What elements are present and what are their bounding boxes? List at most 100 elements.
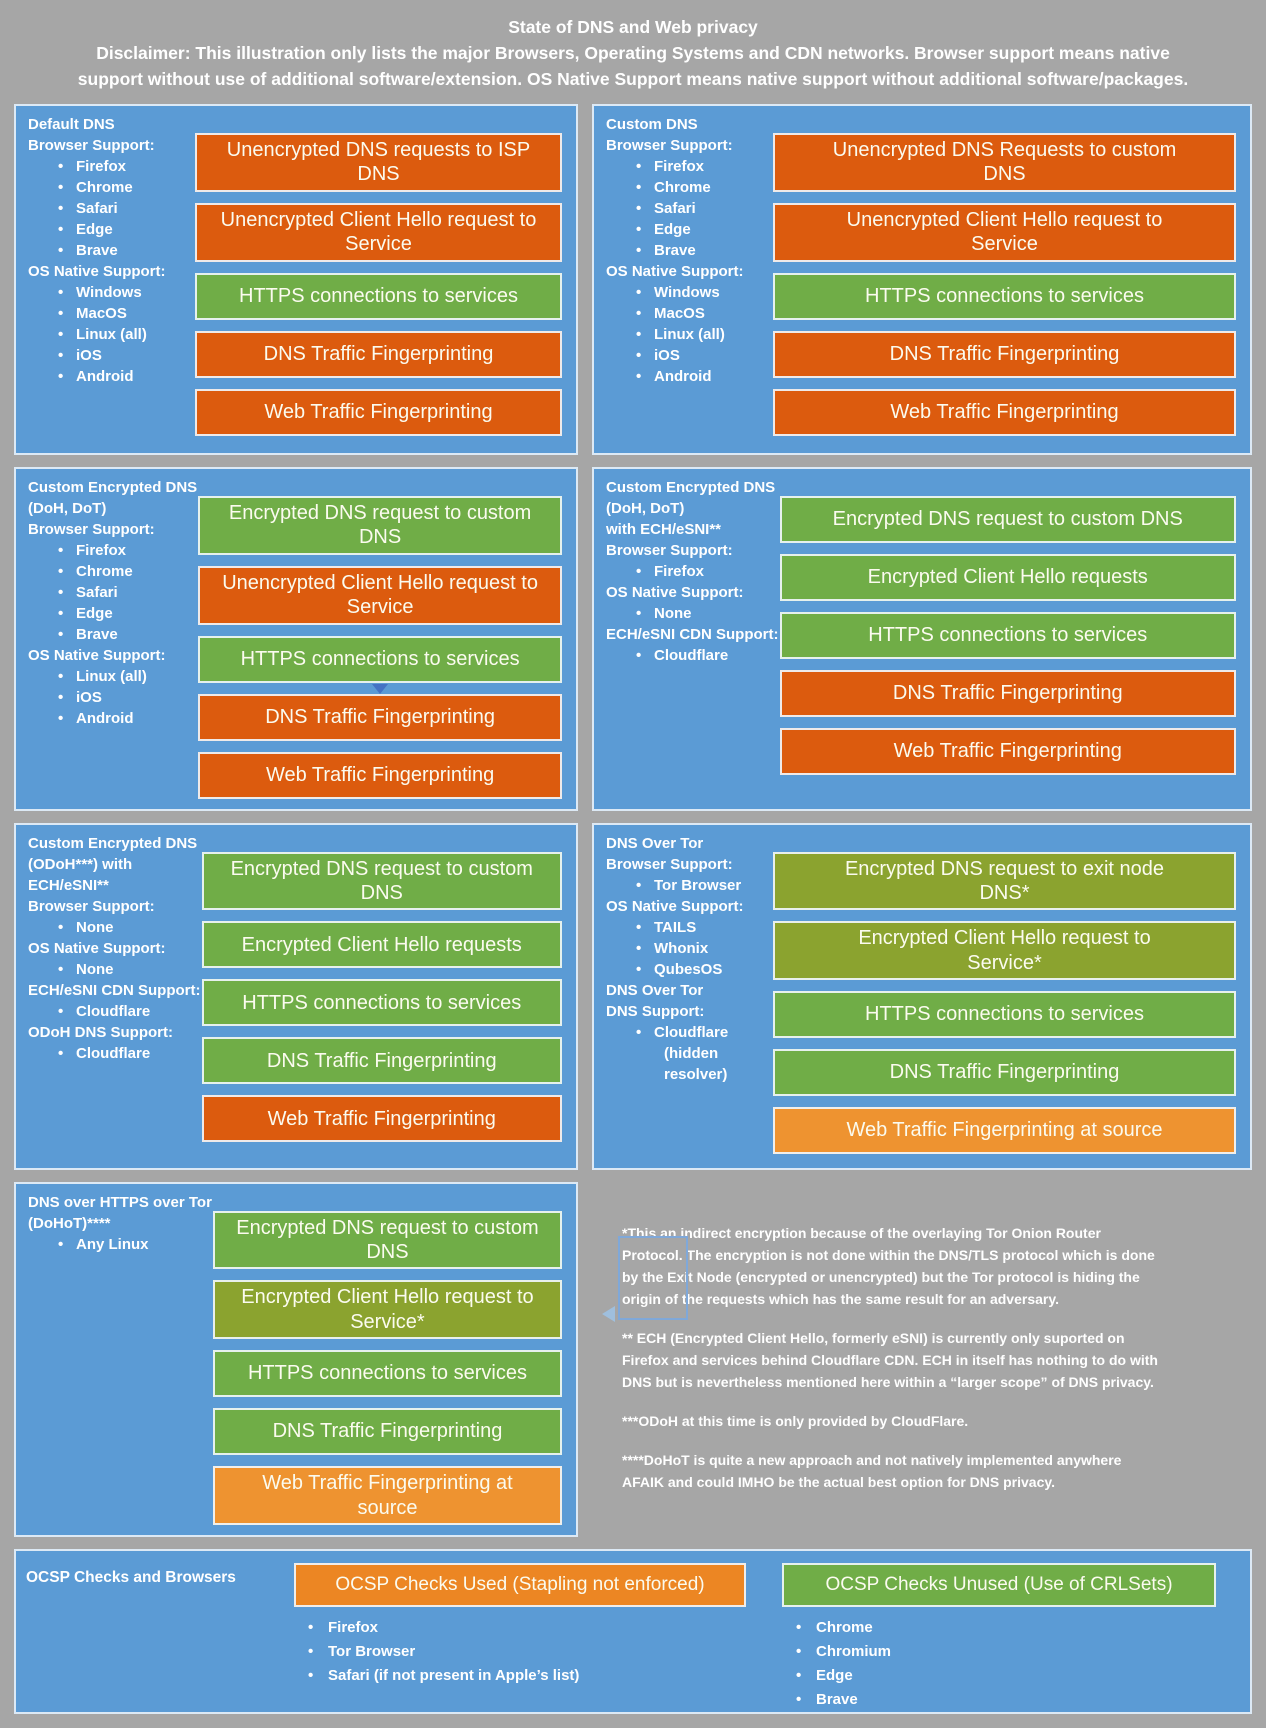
privacy-bar: DNS Traffic Fingerprinting — [195, 330, 562, 378]
support-bullet-item: • Android — [28, 708, 197, 729]
support-heading: OS Native Support: — [28, 647, 166, 664]
privacy-bar: Web Traffic Fingerprinting — [779, 728, 1236, 775]
ocsp-browser-item: • Tor Browser — [294, 1640, 746, 1664]
bullet-icon: • — [636, 326, 642, 343]
bullet-icon: • — [58, 242, 64, 259]
bullet-icon: • — [636, 305, 642, 322]
support-heading: Browser Support: — [606, 855, 733, 873]
bullet-icon: • — [636, 647, 642, 664]
bullet-icon: • — [636, 939, 642, 957]
bars-column: Encrypted DNS request to custom DNS Encry… — [201, 825, 577, 1168]
bullet-icon: • — [636, 960, 642, 978]
ocsp-browser-item: • Brave — [782, 1688, 1216, 1712]
support-item-label: Cloudflare — [76, 1044, 151, 1062]
support-bullet-item: • Tor Browser — [606, 875, 772, 896]
browser-name: Edge — [816, 1666, 853, 1684]
support-bullet-item: • Firefox — [606, 561, 779, 582]
footnote: ** ECH (Encrypted Client Hello, formerly… — [622, 1329, 1158, 1390]
row-2: Custom Encrypted DNS (DoH, DoT) Browser Su… — [14, 467, 1252, 811]
privacy-bar: HTTPS connections to services — [773, 272, 1236, 320]
bullet-icon: • — [58, 158, 64, 175]
support-item-label: Whonix — [654, 939, 709, 957]
support-item-label: Linux (all) — [654, 326, 725, 343]
ocsp-browser-item: • Chrome — [782, 1616, 1216, 1640]
support-bullet-item: • Firefox — [28, 540, 197, 561]
support-bullet-item: • Safari — [606, 198, 772, 219]
ocsp-unused-header: OCSP Checks Unused (Use of CRLSets) — [782, 1562, 1216, 1607]
bullet-icon: • — [636, 347, 642, 364]
support-bullet-item: • Any Linux — [28, 1234, 212, 1255]
panel-title: ECH/eSNI** — [28, 876, 109, 894]
bullet-icon: • — [58, 668, 64, 685]
support-bullet-item: • Cloudflare — [28, 1043, 201, 1064]
support-bullet-item: • Edge — [28, 603, 197, 624]
bullet-icon: • — [58, 1235, 64, 1253]
bars-column: Encrypted DNS request to custom DNS Unenc… — [197, 469, 576, 809]
privacy-bar: DNS Traffic Fingerprinting — [212, 1408, 562, 1456]
panel-custom-dns: Custom DNS Browser Support: • Firefox • Chrom… — [592, 104, 1252, 455]
row-1: Default DNS Browser Support: • Firefox • Chro… — [14, 104, 1252, 455]
footnote: ***ODoH at this time is only provided by… — [622, 1412, 969, 1429]
panel-title: (DoH, DoT) — [606, 500, 685, 517]
support-item-label: iOS — [654, 347, 680, 364]
privacy-bar: Unencrypted Client Hello request to Serv… — [195, 202, 562, 262]
bullet-icon: • — [636, 563, 642, 580]
privacy-bar: Encrypted DNS request to custom DNS — [212, 1210, 562, 1270]
support-item-label: None — [654, 605, 692, 622]
support-bullet-item: • Brave — [28, 240, 194, 261]
footnotes-block: *This an indirect encryption because of … — [592, 1182, 1252, 1537]
support-heading: Browser Support: — [28, 897, 155, 915]
bullet-icon: • — [636, 179, 642, 196]
ocsp-browser-item: • Firefox — [294, 1616, 746, 1640]
bullet-icon: • — [58, 1044, 64, 1062]
privacy-bar: Web Traffic Fingerprinting — [201, 1095, 562, 1143]
support-bullet-item: • Safari — [28, 198, 194, 219]
support-bullet-item: • Linux (all) — [606, 324, 772, 345]
support-item-label: Cloudflare — [654, 1023, 729, 1041]
support-item-label: Android — [76, 710, 134, 727]
row-4: DNS over HTTPS over Tor (DoHoT)**** • Any L… — [14, 1181, 1252, 1537]
support-bullet-item: • Safari — [28, 582, 197, 603]
privacy-bar: DNS Traffic Fingerprinting — [773, 1049, 1236, 1097]
privacy-bar: HTTPS connections to services — [201, 979, 562, 1027]
bullet-icon: • — [636, 368, 642, 385]
panel-title: Custom DNS — [606, 116, 698, 133]
support-bullet-item: • iOS — [606, 345, 772, 366]
ocsp-group-used: OCSP Checks Used (Stapling not enforced)… — [294, 1562, 746, 1688]
privacy-bar: DNS Traffic Fingerprinting — [779, 670, 1236, 717]
support-item-label: iOS — [76, 689, 102, 706]
panel-title: Custom Encrypted DNS — [28, 834, 198, 852]
panel-title: DNS Over Tor — [606, 834, 704, 852]
bullet-icon: • — [636, 876, 642, 894]
panel-sidebar: DNS Over Tor Browser Support: • Tor Browser… — [594, 825, 772, 1168]
support-item-label: Linux (all) — [76, 326, 147, 343]
support-item-label: Chrome — [76, 179, 133, 196]
bullet-icon: • — [58, 305, 64, 322]
panel-ocsp: OCSP Checks and Browsers OCSP Checks Use… — [14, 1548, 1252, 1714]
disclaimer-text: Disclaimer: This illustration only lists… — [77, 43, 1189, 89]
support-heading: DNS Support: — [606, 1002, 705, 1020]
bullet-icon: • — [636, 242, 642, 259]
bullet-icon: • — [58, 368, 64, 385]
panel-title: (ODoH***) with — [28, 855, 133, 873]
ocsp-used-header: OCSP Checks Used (Stapling not enforced) — [294, 1562, 746, 1607]
panel-sidebar: Custom DNS Browser Support: • Firefox • Chrom… — [594, 106, 772, 453]
panel-custom-encrypted-dns-odoh: Custom Encrypted DNS (ODoH***) with ECH/eS… — [14, 822, 578, 1170]
support-bullet-item: • Linux (all) — [28, 666, 197, 687]
privacy-bar: Encrypted DNS request to exit node DNS* — [773, 851, 1236, 911]
privacy-bar: Unencrypted Client Hello request to Serv… — [773, 202, 1236, 262]
panel-sidebar: Default DNS Browser Support: • Firefox • Chro… — [16, 106, 194, 453]
bars-column: Unencrypted DNS requests to ISP DNS Unenc… — [194, 106, 576, 453]
ocsp-group-unused: OCSP Checks Unused (Use of CRLSets) • Chr… — [782, 1562, 1216, 1712]
support-bullet-item: • Brave — [606, 240, 772, 261]
support-heading: ECH/eSNI CDN Support: — [28, 981, 201, 999]
support-item-label: MacOS — [654, 305, 705, 322]
footnotes-list: *This an indirect encryption because of … — [622, 1222, 1164, 1493]
support-bullet-item: • TAILS — [606, 917, 772, 938]
support-item-label: MacOS — [76, 305, 127, 322]
privacy-bar: Unencrypted DNS requests to ISP DNS — [195, 133, 562, 192]
support-bullet-item: • Windows — [28, 282, 194, 303]
connector-artifact — [618, 1235, 688, 1320]
bullet-icon: • — [58, 563, 64, 580]
browser-name: Tor Browser — [328, 1642, 416, 1660]
